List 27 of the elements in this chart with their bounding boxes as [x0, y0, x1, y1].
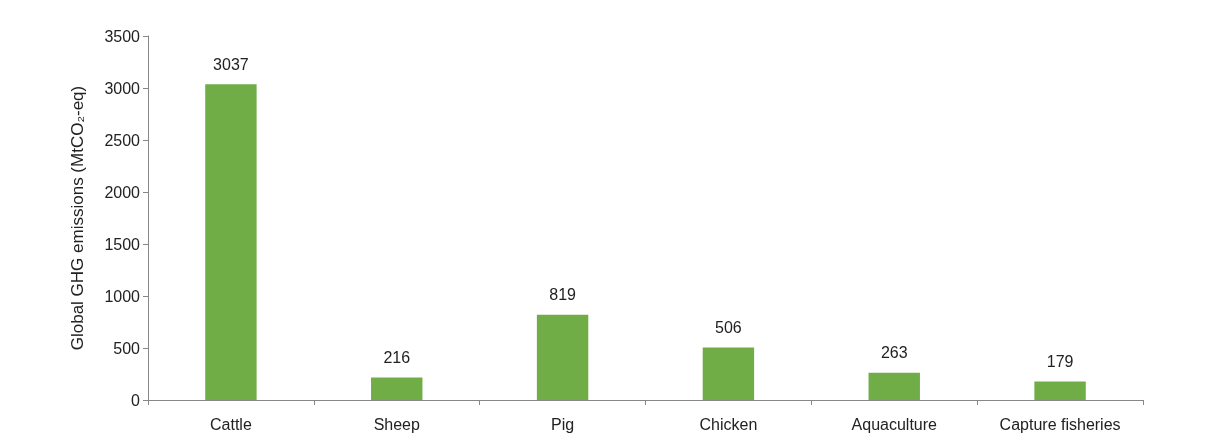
data-label: 263 — [880, 344, 908, 362]
data-label: 3037 — [213, 55, 249, 73]
bar — [702, 347, 755, 400]
y-axis-title: Global GHG emissions (MtCO₂-eq) — [68, 85, 87, 351]
data-label: 819 — [549, 286, 577, 304]
x-tick-label: Sheep — [373, 415, 420, 433]
x-tick-label: Cattle — [210, 415, 252, 433]
y-tick-label: 500 — [113, 339, 141, 357]
data-label: 506 — [715, 318, 742, 336]
bar — [536, 314, 589, 400]
bar — [868, 372, 920, 400]
y-tick-label: 1500 — [104, 235, 141, 253]
data-label: 179 — [1046, 352, 1074, 370]
y-tick-label: 0 — [131, 391, 141, 409]
y-tick-label: 3000 — [104, 79, 141, 97]
y-tick-label: 2000 — [104, 183, 141, 201]
y-tick-label: 1000 — [104, 287, 141, 305]
bar — [1034, 381, 1086, 400]
bar — [371, 377, 423, 400]
x-tick-label: Capture fisheries — [999, 415, 1121, 433]
x-tick-label: Aquaculture — [851, 415, 938, 433]
y-tick-label: 2500 — [104, 131, 141, 149]
x-tick-label: Pig — [551, 415, 575, 433]
x-tick-label: Chicken — [699, 415, 758, 433]
bar — [205, 84, 257, 400]
y-tick-label: 3500 — [104, 27, 141, 45]
data-label: 216 — [383, 349, 411, 367]
